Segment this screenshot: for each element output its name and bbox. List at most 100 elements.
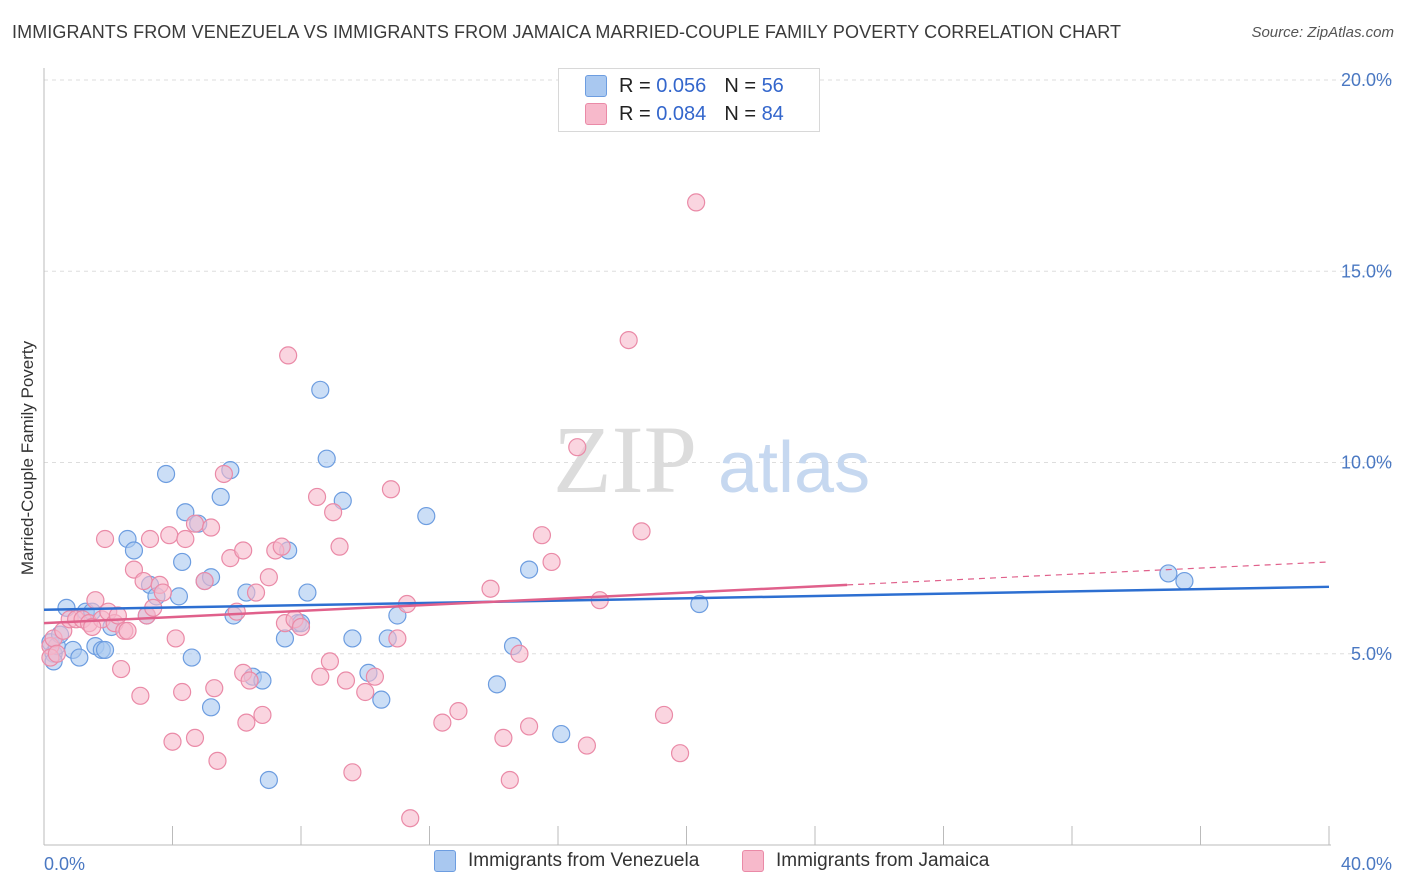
point-jamaica (253, 705, 272, 725)
point-venezuela (201, 698, 221, 717)
point-jamaica (240, 671, 259, 690)
point-venezuela (690, 594, 709, 614)
legend-n-value-venezuela: 56 (761, 74, 784, 97)
legend-r-label: R = (619, 102, 651, 125)
legend-row-jamaica: R = 0.084 N = 84 (585, 101, 784, 127)
trend-line-jamaica-projection (847, 561, 1330, 586)
series-legend-venezuela: Immigrants from Venezuela (434, 850, 699, 872)
point-jamaica (166, 629, 185, 648)
point-venezuela (343, 629, 362, 648)
point-venezuela (417, 506, 436, 526)
point-jamaica (494, 728, 513, 748)
point-jamaica (279, 346, 298, 365)
trend-line-jamaica (43, 583, 848, 625)
point-venezuela (70, 648, 89, 667)
series-swatch-venezuela (434, 850, 456, 872)
point-jamaica (324, 503, 343, 522)
point-jamaica (365, 667, 384, 686)
watermark: ZIP atlas (553, 406, 870, 513)
source-note: Source: ZipAtlas.com (1251, 24, 1394, 41)
y-tick-label: 20.0% (1341, 70, 1392, 90)
point-jamaica (134, 571, 153, 591)
y-tick-label: 15.0% (1341, 261, 1392, 281)
point-jamaica (176, 529, 195, 549)
point-venezuela (311, 380, 330, 399)
point-venezuela (259, 770, 278, 790)
legend-row-venezuela: R = 0.056 N = 56 (585, 73, 784, 99)
series-legend: Immigrants from Venezuela Immigrants fro… (0, 850, 1406, 878)
point-jamaica (307, 487, 327, 507)
legend-r-value-jamaica: 0.084 (656, 102, 707, 125)
point-jamaica (160, 526, 179, 545)
point-jamaica (118, 621, 137, 640)
point-jamaica (111, 659, 131, 679)
point-jamaica (532, 526, 552, 545)
data-points (41, 193, 1194, 828)
point-jamaica (510, 644, 529, 663)
legend-n-label: N = (724, 102, 756, 125)
legend-r-value-venezuela: 0.056 (656, 74, 707, 97)
point-venezuela (169, 587, 189, 606)
legend-n-value-jamaica: 84 (761, 102, 784, 125)
point-jamaica (619, 331, 638, 350)
point-jamaica (83, 617, 102, 637)
point-jamaica (208, 751, 227, 770)
trend-line-venezuela (43, 585, 1330, 612)
point-jamaica (185, 728, 205, 748)
point-jamaica (330, 537, 349, 556)
chart-title: IMMIGRANTS FROM VENEZUELA VS IMMIGRANTS … (12, 22, 1122, 42)
y-tick-label: 10.0% (1341, 453, 1392, 473)
point-jamaica (153, 583, 172, 602)
point-jamaica (500, 770, 519, 790)
tick-labels: 5.0% 10.0% 15.0% 20.0% 0.0% 40.0% (44, 70, 1392, 874)
point-venezuela (552, 724, 571, 744)
point-jamaica (519, 717, 539, 736)
point-jamaica (291, 617, 311, 637)
point-jamaica (568, 438, 587, 457)
point-jamaica (140, 529, 160, 549)
point-venezuela (519, 560, 539, 579)
grid-lines (44, 79, 1392, 655)
point-jamaica (185, 514, 205, 533)
point-venezuela (1175, 571, 1194, 591)
point-venezuela (211, 487, 230, 507)
point-venezuela (298, 583, 317, 602)
point-jamaica (388, 629, 407, 648)
point-venezuela (1159, 564, 1178, 583)
trend-lines (43, 561, 1330, 625)
point-venezuela (173, 552, 192, 572)
point-jamaica (401, 809, 420, 828)
point-jamaica (542, 552, 561, 572)
point-jamaica (272, 537, 291, 556)
point-jamaica (259, 568, 278, 587)
point-jamaica (173, 682, 192, 702)
point-jamaica (205, 679, 224, 698)
point-jamaica (577, 736, 597, 755)
point-jamaica (687, 193, 706, 212)
y-tick-label: 5.0% (1351, 644, 1392, 664)
point-jamaica (246, 583, 266, 602)
point-venezuela (372, 690, 391, 709)
point-venezuela (156, 464, 176, 484)
point-jamaica (195, 571, 214, 591)
point-jamaica (654, 705, 674, 725)
point-jamaica (234, 541, 253, 560)
point-jamaica (311, 667, 330, 686)
legend-swatch-jamaica (585, 103, 607, 125)
point-jamaica (320, 652, 340, 671)
point-jamaica (95, 529, 115, 549)
point-jamaica (237, 713, 256, 732)
x-tick-label: 40.0% (1341, 854, 1392, 874)
point-venezuela (275, 629, 295, 648)
point-jamaica (201, 518, 221, 537)
legend-swatch-venezuela (585, 75, 607, 97)
point-venezuela (317, 449, 336, 468)
point-jamaica (131, 686, 150, 705)
series-name-venezuela: Immigrants from Venezuela (468, 850, 700, 871)
legend-n-label: N = (724, 74, 756, 97)
point-venezuela (124, 541, 144, 560)
point-jamaica (343, 763, 362, 782)
point-jamaica (214, 464, 233, 484)
point-jamaica (433, 713, 452, 732)
